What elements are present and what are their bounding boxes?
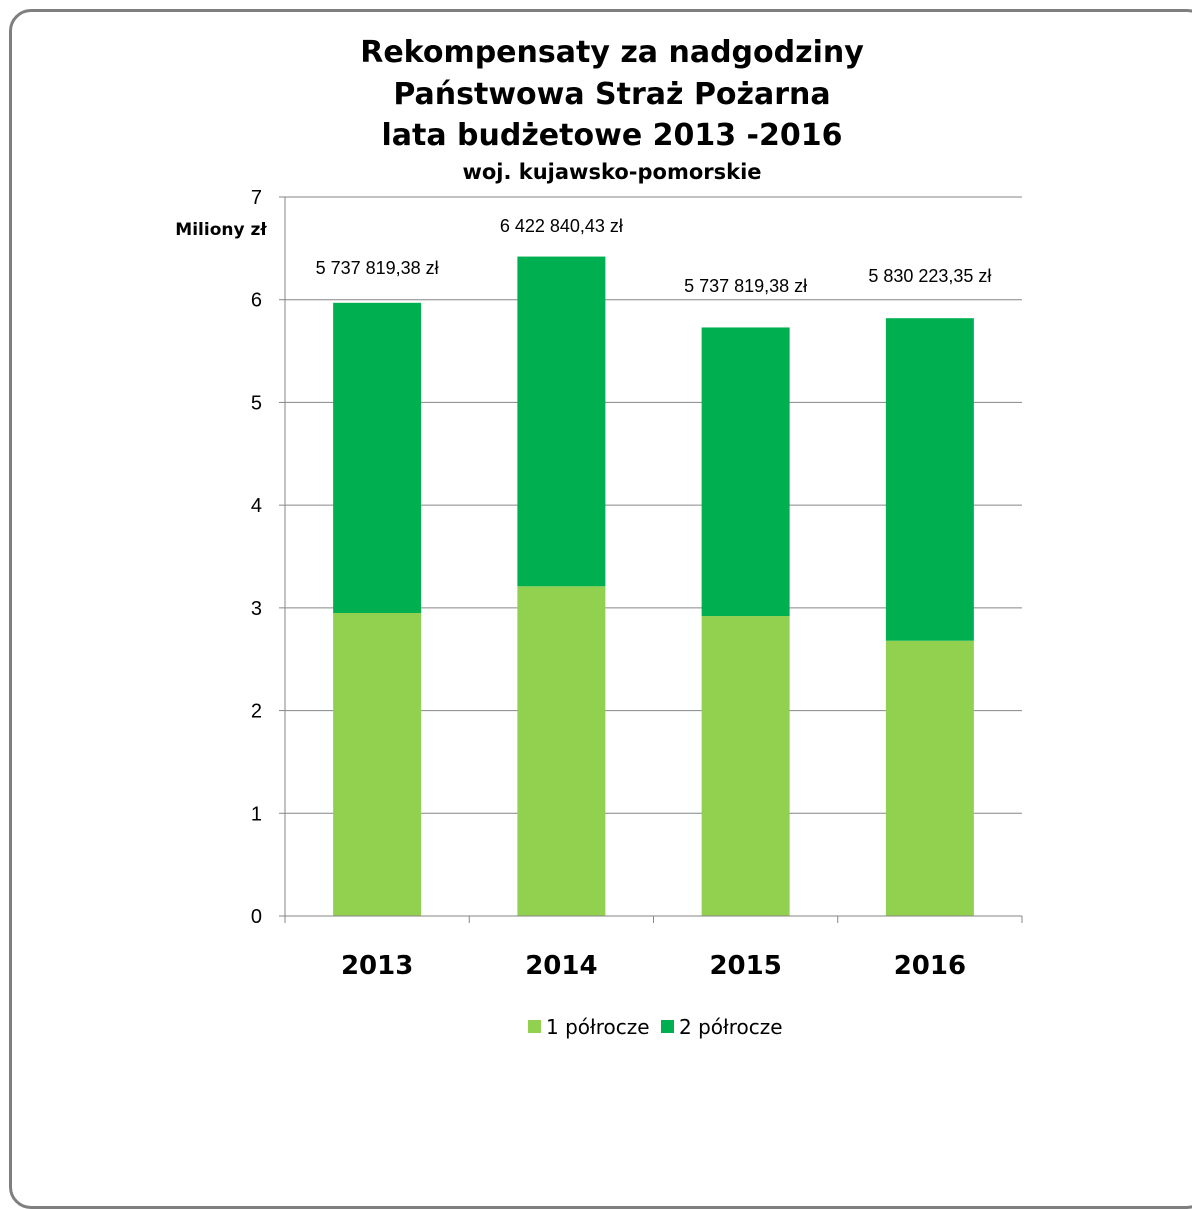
x-tick-label: 2015	[709, 951, 781, 981]
x-tick-label: 2014	[525, 951, 597, 981]
y-tick-label: 5	[251, 392, 262, 414]
axes: 0 1 2 3 4 5 6 7 2013 2014 2015 2016	[251, 187, 1023, 981]
chart-title-line-3: lata budżetowe 2013 -2016	[381, 118, 842, 153]
bar-2015-series-1	[701, 616, 790, 916]
data-label: 5 737 819,38 zł	[684, 276, 807, 296]
y-tick-label: 2	[251, 701, 262, 723]
bar-2014-series-2	[517, 256, 606, 587]
chart-title-line-1: Rekompensaty za nadgodziny	[360, 35, 864, 70]
chart: Rekompensaty za nadgodziny Państwowa Str…	[175, 35, 1023, 1039]
bar-2014-series-1	[517, 586, 606, 916]
y-tick-label: 1	[251, 803, 262, 825]
bars	[333, 256, 974, 916]
data-labels: 5 737 819,38 zł 6 422 840,43 zł 5 737 819,…	[316, 216, 992, 296]
legend: 1 półrocze 2 półrocze	[528, 1015, 783, 1039]
y-axis-label: Miliony zł	[175, 220, 267, 240]
y-tick-label: 0	[251, 906, 262, 928]
bar-2016-series-2	[885, 318, 974, 641]
y-tick-label: 7	[251, 187, 262, 209]
data-label: 5 830 223,35 zł	[868, 266, 991, 286]
x-tick-label: 2013	[341, 951, 413, 981]
bar-2016-series-1	[885, 640, 974, 916]
x-tick-label: 2016	[894, 951, 966, 981]
data-label: 6 422 840,43 zł	[500, 216, 623, 236]
chart-title-line-2: Państwowa Straż Pożarna	[393, 77, 830, 112]
chart-subtitle: woj. kujawsko-pomorskie	[462, 160, 761, 184]
data-label: 5 737 819,38 zł	[316, 258, 439, 278]
legend-swatch	[528, 1020, 541, 1033]
bar-2015-series-2	[701, 327, 790, 617]
y-tick-label: 6	[251, 290, 262, 312]
legend-label: 2 półrocze	[679, 1015, 783, 1039]
y-tick-label: 4	[251, 495, 262, 517]
bar-2013-series-1	[333, 612, 422, 916]
y-tick-label: 3	[251, 598, 262, 620]
legend-swatch	[661, 1020, 674, 1033]
bar-2013-series-2	[333, 302, 422, 613]
legend-label: 1 półrocze	[546, 1015, 650, 1039]
